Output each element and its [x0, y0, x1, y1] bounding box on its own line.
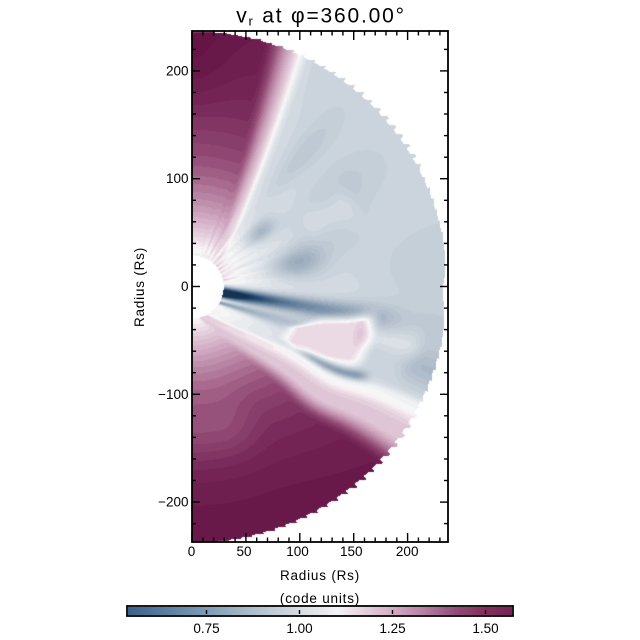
svg-text:1.00: 1.00 [286, 621, 312, 636]
svg-text:1.50: 1.50 [472, 621, 498, 636]
svg-text:100: 100 [166, 171, 189, 186]
svg-text:vr at φ=360.00°: vr at φ=360.00° [236, 5, 406, 29]
svg-text:Radius (Rs): Radius (Rs) [280, 568, 360, 583]
svg-text:−100: −100 [158, 387, 188, 402]
svg-text:0: 0 [188, 544, 196, 559]
svg-text:200: 200 [166, 64, 189, 79]
svg-text:50: 50 [236, 544, 251, 559]
svg-text:0: 0 [181, 279, 189, 294]
svg-text:Radius (Rs): Radius (Rs) [132, 247, 147, 327]
svg-text:−200: −200 [158, 495, 188, 510]
svg-text:1.25: 1.25 [379, 621, 405, 636]
svg-text:100: 100 [286, 544, 309, 559]
svg-text:150: 150 [340, 544, 363, 559]
svg-text:0.75: 0.75 [193, 621, 219, 636]
svg-text:200: 200 [396, 544, 419, 559]
svg-text:(code units): (code units) [280, 591, 360, 606]
